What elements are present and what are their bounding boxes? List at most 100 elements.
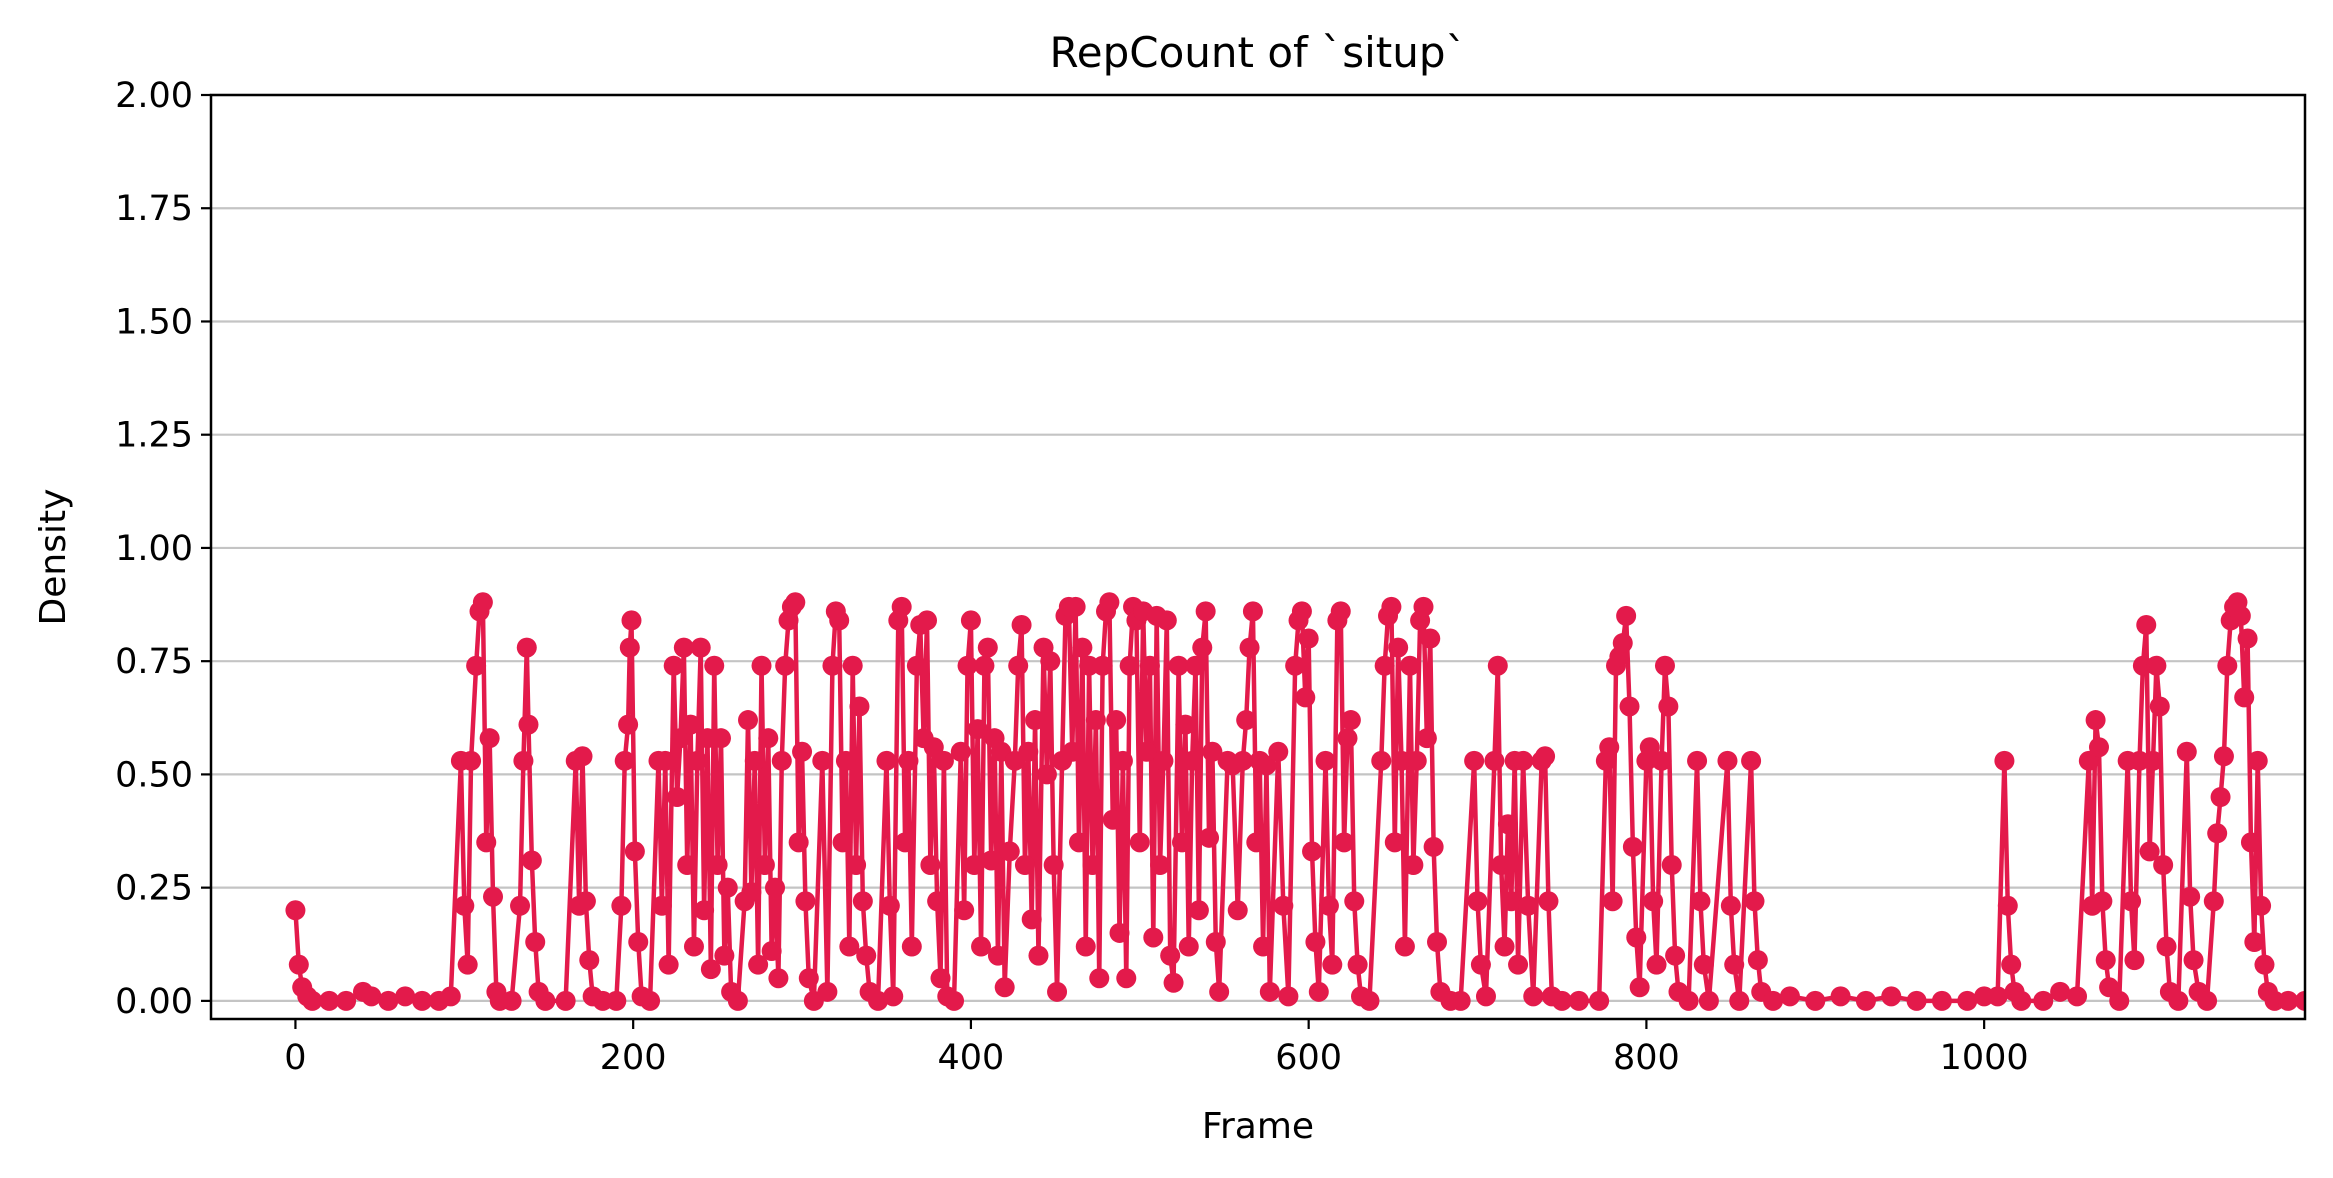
- data-point: [513, 750, 534, 771]
- data-point: [741, 882, 762, 903]
- y-tick-label: 1.00: [115, 529, 193, 569]
- data-point: [1109, 922, 1130, 943]
- data-point: [1693, 954, 1714, 975]
- data-point: [788, 832, 809, 853]
- data-point: [466, 655, 487, 676]
- plot-frame: [209, 93, 2307, 1021]
- data-point: [454, 895, 475, 916]
- data-point: [555, 990, 576, 1011]
- data-point: [1285, 655, 1306, 676]
- data-point: [1195, 601, 1216, 622]
- data-point: [1406, 750, 1427, 771]
- data-point: [319, 990, 340, 1011]
- data-point: [1308, 981, 1329, 1002]
- data-point: [1805, 990, 1826, 1011]
- data-point: [1427, 932, 1448, 952]
- data-point: [920, 855, 941, 875]
- data-point: [835, 750, 856, 771]
- data-point: [967, 719, 988, 740]
- data-point: [2050, 981, 2071, 1002]
- y-tick-label: 2.00: [115, 76, 193, 116]
- data-point: [1085, 710, 1106, 731]
- data-point: [761, 941, 782, 962]
- data-point: [483, 886, 504, 907]
- data-point: [971, 936, 992, 957]
- data-point: [758, 728, 779, 749]
- data-point: [895, 832, 916, 853]
- data-point: [1612, 633, 1633, 654]
- data-point: [954, 900, 975, 921]
- data-point: [2092, 891, 2113, 912]
- data-point: [1646, 954, 1667, 975]
- data-point: [1099, 592, 1120, 613]
- data-point: [2244, 932, 2265, 952]
- data-point: [472, 592, 493, 613]
- data-point: [1227, 900, 1248, 921]
- data-point: [1175, 714, 1196, 735]
- data-point: [1347, 954, 1368, 975]
- data-point: [680, 714, 701, 735]
- data-point: [738, 710, 759, 731]
- data-point: [621, 610, 642, 631]
- data-point: [1065, 596, 1086, 617]
- data-point: [917, 610, 938, 631]
- data-point: [2153, 855, 2174, 875]
- data-point: [1330, 601, 1351, 622]
- data-point: [516, 637, 537, 658]
- data-point: [852, 891, 873, 912]
- data-point: [476, 832, 497, 853]
- data-point: [673, 637, 694, 658]
- data-point: [1388, 637, 1409, 658]
- data-point: [1129, 832, 1150, 853]
- data-point: [640, 990, 661, 1011]
- data-point: [765, 877, 786, 898]
- data-point: [1423, 836, 1444, 857]
- data-point: [1043, 855, 1064, 875]
- data-point: [744, 750, 765, 771]
- data-point: [906, 655, 927, 676]
- data-point: [1253, 936, 1274, 957]
- data-point: [1315, 750, 1336, 771]
- data-point: [1931, 990, 1952, 1011]
- data-point: [950, 741, 971, 762]
- data-point: [1116, 968, 1137, 989]
- data-point: [658, 954, 679, 975]
- data-point: [775, 655, 796, 676]
- data-point: [1661, 855, 1682, 875]
- data-point: [1881, 986, 1902, 1007]
- data-point: [1729, 990, 1750, 1011]
- data-point: [1484, 750, 1505, 771]
- data-point: [898, 750, 919, 771]
- data-point: [1112, 750, 1133, 771]
- data-point: [694, 900, 715, 921]
- data-point: [690, 637, 711, 658]
- data-point: [2240, 832, 2261, 853]
- data-point: [1654, 655, 1675, 676]
- data-point: [1199, 827, 1220, 848]
- data-point: [1720, 895, 1741, 916]
- data-point: [572, 746, 593, 767]
- data-point: [792, 741, 813, 762]
- data-point: [1518, 895, 1539, 916]
- data-point: [2180, 886, 2201, 907]
- data-point: [575, 891, 596, 912]
- y-tick-label: 0.50: [115, 755, 193, 795]
- data-point: [1855, 990, 1876, 1011]
- data-point: [336, 990, 357, 1011]
- data-point: [1246, 832, 1267, 853]
- data-point: [2099, 977, 2120, 998]
- data-point: [1259, 981, 1280, 1002]
- data-point: [748, 954, 769, 975]
- data-point: [1523, 986, 1544, 1007]
- x-tick-label: 200: [600, 1038, 667, 1078]
- data-point: [2176, 741, 2197, 762]
- data-point: [974, 655, 995, 676]
- ticks: 0.00 0.25 0.50 0.75 1.00 1.25 1.50 1.75 2.00 0 200…: [115, 76, 2029, 1078]
- data-point: [999, 841, 1020, 862]
- data-point: [987, 945, 1008, 966]
- data-point: [1072, 637, 1093, 658]
- data-point: [1082, 855, 1103, 875]
- data-point: [395, 986, 416, 1007]
- data-point: [1779, 986, 1800, 1007]
- data-point: [1643, 891, 1664, 912]
